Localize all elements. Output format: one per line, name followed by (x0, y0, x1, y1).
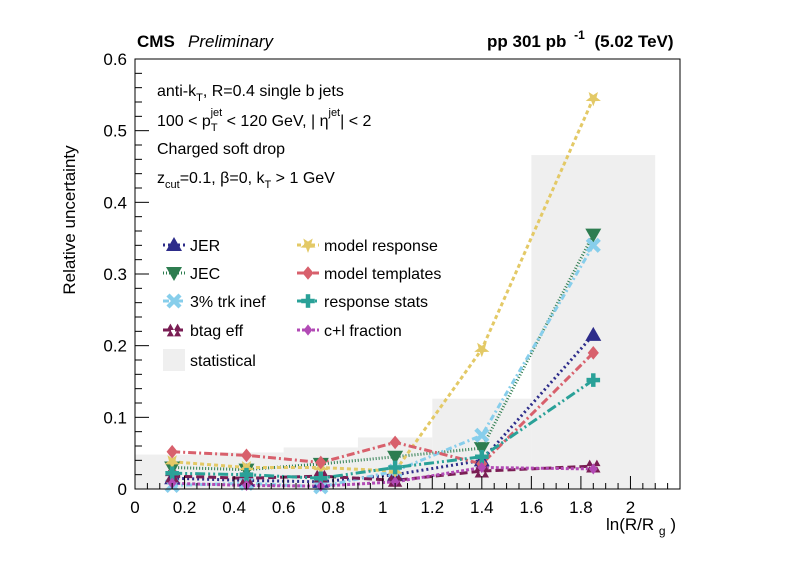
y-tick-label: 0 (118, 480, 127, 499)
y-axis-ticks: 0 0.1 0.2 0.3 0.4 0.5 0.6 (103, 50, 149, 499)
y-axis-title: Relative uncertainty (60, 145, 79, 295)
series-5-point-1 (240, 448, 253, 463)
legend-label-2: 3% trk inef (190, 294, 266, 311)
ann2-a: 100 < p (157, 113, 211, 130)
series-1-point-3 (387, 450, 404, 465)
series-6-point-2 (313, 471, 328, 486)
legend-marker-4 (300, 238, 316, 253)
legend-marker-0 (166, 237, 182, 251)
statistical-bar-5 (531, 155, 656, 490)
legend-marker-7 (303, 324, 313, 336)
series-markers (164, 91, 602, 495)
y-tick-label: 0.1 (103, 408, 127, 427)
x-axis-title-close: ) (670, 515, 676, 534)
series-5-point-5 (587, 346, 599, 360)
x-tick-label: 1.2 (420, 498, 444, 517)
series-1-point-4 (473, 442, 490, 457)
legend-marker-1 (166, 267, 182, 281)
ann2-c: | < 2 (340, 113, 371, 130)
ann4-a-sub: cut (165, 179, 180, 191)
annotation-line-3: Charged soft drop (157, 141, 285, 158)
luminosity-exponent: -1 (574, 28, 585, 42)
annotation-line-2: 100 < pTjet < 120 GeV, | ηjet| < 2 (157, 107, 372, 134)
ann2-b: < 120 GeV, | η (222, 113, 328, 130)
ann1-a-sub: T (196, 92, 203, 104)
series-2-point-5 (585, 237, 601, 253)
series-4-point-5 (585, 91, 601, 107)
ann4-a: z (157, 170, 165, 187)
annotation-block: anti-kT, R=0.4 single b jets 100 < pTjet… (157, 83, 372, 191)
ann1-a: anti-k (157, 83, 197, 100)
y-tick-label: 0.3 (103, 265, 127, 284)
x-tick-label: 2 (626, 498, 635, 517)
x-tick-label: 1.4 (470, 498, 494, 517)
series-6-point-5 (586, 373, 601, 387)
energy-text: (5.02 TeV) (595, 32, 674, 51)
x-axis-title: ln(R/R g ) (606, 515, 676, 539)
series-2-point-4 (474, 427, 490, 443)
x-tick-label: 0.6 (272, 498, 296, 517)
series-7-point-5 (588, 463, 598, 475)
annotation-line-4: zcut=0.1, β=0, kT > 1 GeV (157, 170, 335, 191)
y-tick-label: 0.5 (103, 122, 127, 141)
series-4-point-4 (474, 342, 490, 358)
series-line-1 (172, 233, 595, 472)
x-tick-label: 0.4 (222, 498, 246, 517)
x-axis-ticks: 0 0.2 0.4 0.6 0.8 1 1.2 1.4 1.6 1.8 2 (130, 476, 681, 517)
legend-label-5: model templates (324, 266, 441, 283)
x-axis-title-sub: g (659, 524, 666, 538)
annotation-line-1: anti-kT, R=0.4 single b jets (157, 83, 344, 104)
series-0-point-5 (585, 326, 602, 341)
legend-label-0: JER (190, 238, 220, 255)
series-6-point-3 (388, 460, 402, 475)
x-tick-label: 0.8 (321, 498, 345, 517)
series-line-5 (172, 351, 595, 466)
legend-label-7: c+l fraction (324, 323, 402, 340)
legend-label-statistical: statistical (190, 353, 256, 370)
series-6-point-1 (239, 467, 254, 482)
y-tick-label: 0.6 (103, 50, 127, 69)
legend-marker-6 (301, 294, 315, 308)
x-tick-label: 1 (378, 498, 387, 517)
series-5-point-2 (315, 455, 327, 470)
y-tick-label: 0.4 (103, 193, 127, 212)
legend-marker-3 (166, 323, 182, 337)
ann1-b: , R=0.4 single b jets (203, 83, 344, 100)
legend-marker-5 (302, 266, 314, 280)
series-5-point-3 (389, 435, 401, 450)
x-axis-title-text: ln(R/R (606, 515, 654, 534)
series-4-point-0 (164, 455, 180, 470)
series-6-point-0 (165, 466, 179, 481)
ann4-c: > 1 GeV (271, 170, 335, 187)
legend-label-6: response stats (324, 294, 428, 311)
series-7-point-4 (477, 461, 487, 474)
legend-label-1: JEC (190, 266, 220, 283)
ann2-a-sub: T (211, 122, 218, 134)
series-6-point-4 (475, 449, 489, 464)
x-tick-label: 0.2 (173, 498, 197, 517)
legend-label-3: btag eff (190, 323, 244, 340)
series-1-point-5 (585, 228, 602, 243)
experiment-label: CMS (137, 32, 175, 51)
legend-label-4: model response (324, 238, 438, 255)
series-line-6 (172, 378, 595, 480)
y-tick-label: 0.2 (103, 337, 127, 356)
series-5-point-0 (166, 444, 178, 459)
ann4-b: =0.1, β=0, k (180, 170, 266, 187)
ann2-a-sup: jet (210, 107, 223, 119)
x-tick-label: 1.6 (520, 498, 544, 517)
x-tick-label: 0 (130, 498, 139, 517)
ann2-b-sup: jet (328, 107, 341, 119)
luminosity-label: pp 301 pb -1 (5.02 TeV) (487, 24, 674, 51)
legend: JER JEC 3% trk inef btag eff model response m… (163, 237, 441, 371)
series-7-point-3 (390, 476, 400, 488)
legend-swatch-statistical (163, 349, 185, 371)
legend-marker-2 (166, 293, 182, 309)
x-tick-label: 1.8 (569, 498, 593, 517)
ann4-b-sub: T (265, 179, 272, 191)
luminosity-text: pp 301 pb (487, 32, 566, 51)
status-label: Preliminary (188, 32, 275, 51)
plot-area: 0 0.2 0.4 0.6 0.8 1 1.2 1.4 1.6 1.8 2 0 0.1 0.2 0.3 0.… (103, 50, 681, 517)
